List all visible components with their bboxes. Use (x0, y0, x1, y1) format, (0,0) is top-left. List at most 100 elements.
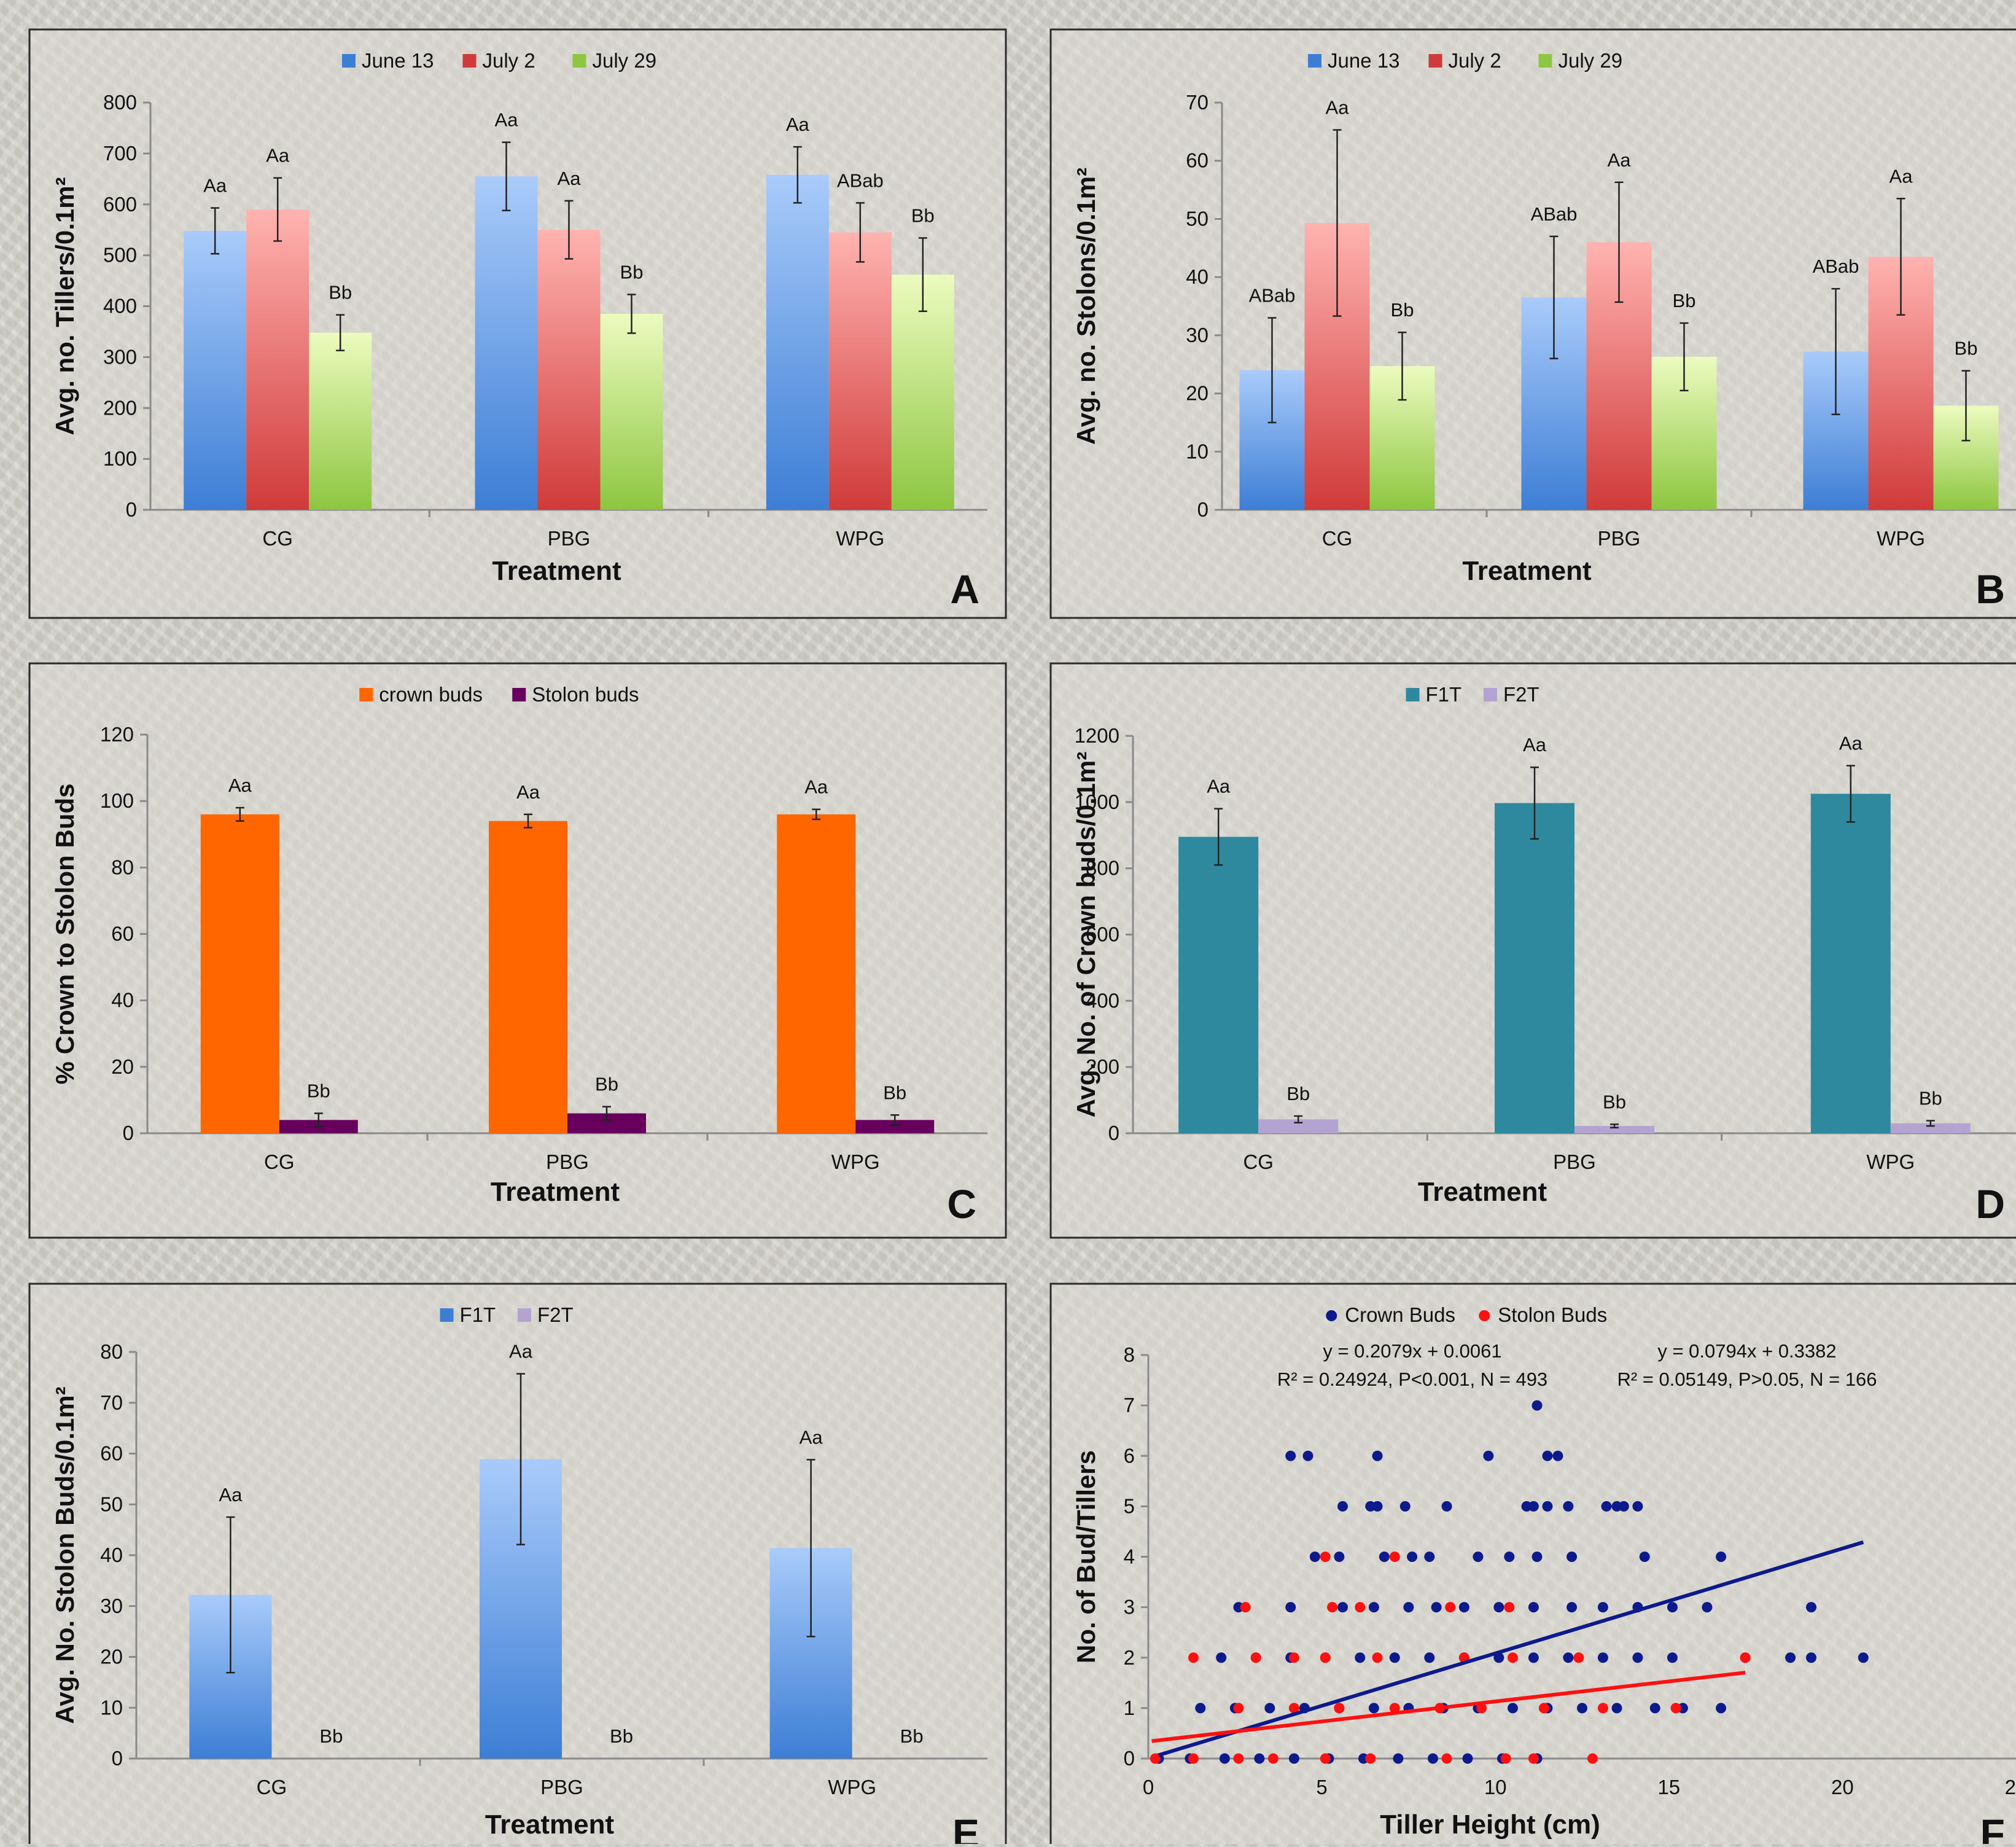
significance-label: Aa (495, 109, 519, 131)
scatter-point (1716, 1703, 1727, 1714)
scatter-point (1597, 1652, 1608, 1663)
y-tick-label: 60 (111, 923, 134, 945)
y-tick-label: 800 (1086, 857, 1119, 880)
legend-swatch (1479, 1310, 1490, 1321)
y-tick-label: 0 (1197, 498, 1208, 521)
bar (309, 332, 372, 510)
scatter-point (1216, 1652, 1227, 1663)
bar (1890, 1123, 1971, 1133)
scatter-point (1587, 1753, 1598, 1764)
legend: June 13 July 2 July 29 (342, 49, 656, 72)
significance-label: ABab (1249, 284, 1296, 306)
panel-letter: C (947, 1181, 976, 1227)
scatter-point (1424, 1552, 1435, 1562)
scatter-point (1285, 1602, 1296, 1613)
scatter-point (1424, 1652, 1435, 1663)
series-stolon (1150, 1552, 1751, 1764)
scatter-point (1320, 1753, 1331, 1764)
significance-label: Bb (595, 1074, 618, 1095)
scatter-point (1649, 1703, 1660, 1714)
scatter-point (1368, 1602, 1379, 1613)
y-tick-label: 5 (1124, 1494, 1135, 1517)
y-tick-label: 7 (1124, 1394, 1135, 1416)
y-tick-label: 800 (103, 91, 137, 114)
scatter-point (1504, 1552, 1515, 1562)
y-tick-label: 400 (103, 295, 137, 318)
scatter-point (1806, 1652, 1817, 1663)
significance-label: Bb (1919, 1088, 1942, 1109)
scatter-point (1601, 1501, 1612, 1512)
legend: F1T F2T (1406, 683, 1539, 706)
scatter-point (1288, 1753, 1299, 1764)
significance-label: ABab (1813, 256, 1859, 277)
significance-label: Bb (900, 1725, 924, 1747)
y-tick-label: 600 (1086, 923, 1119, 946)
panel-letter: A (950, 566, 979, 612)
scatter-point (1264, 1703, 1275, 1714)
legend-entry: Stolon Buds (1498, 1303, 1607, 1326)
bar (1178, 837, 1259, 1133)
x-tick-label: 5 (1316, 1776, 1327, 1798)
legend-swatch (518, 1308, 531, 1322)
scatter-point (1399, 1501, 1411, 1512)
x-tick-label: 20 (1831, 1776, 1854, 1798)
bar (1258, 1119, 1339, 1133)
scatter-point (1355, 1652, 1366, 1663)
significance-label: Aa (786, 114, 810, 135)
scatter-point (1285, 1450, 1296, 1461)
legend-entry: Stolon buds (532, 683, 639, 706)
significance-label: Bb (911, 205, 935, 226)
trend-stats: R² = 0.05149, P>0.05, N = 166 (1617, 1369, 1877, 1390)
y-tick-label: 70 (100, 1391, 123, 1414)
y-tick-label: 300 (103, 345, 137, 368)
y-tick-label: 120 (100, 723, 134, 746)
y-tick-label: 30 (1186, 324, 1208, 346)
y-axis-label: Avg. No. Stolon Buds/0.1m² (50, 1386, 79, 1724)
scatter-point (1566, 1552, 1578, 1562)
scatter-point (1483, 1450, 1494, 1461)
scatter-point (1473, 1552, 1484, 1562)
significance-label: Aa (558, 168, 582, 189)
scatter-point (1577, 1703, 1587, 1714)
legend-entry: June 13 (1328, 49, 1399, 72)
x-tick-label: 15 (1657, 1776, 1680, 1798)
scatter-point (1573, 1652, 1584, 1663)
y-axis-label: No. of Bud/Tillers (1072, 1450, 1100, 1663)
scatter-point (1393, 1753, 1404, 1764)
scatter-point (1632, 1652, 1643, 1663)
significance-label: Aa (1839, 733, 1863, 754)
y-axis-label: Avg. no. Tillers/0.1m² (50, 177, 79, 435)
y-tick-label: 20 (111, 1055, 134, 1078)
scatter-point (1538, 1703, 1549, 1714)
legend-entry: Crown Buds (1345, 1303, 1455, 1326)
trend-stats: R² = 0.24924, P<0.001, N = 493 (1277, 1369, 1547, 1390)
panel-letter: E (952, 1811, 979, 1844)
scatter-point (1267, 1753, 1278, 1764)
panel-A: 0 100 200 300 400 500 600 700 800 Avg. no. Tiller… (28, 28, 1007, 619)
scatter-point (1552, 1450, 1563, 1461)
y-tick-label: 100 (100, 789, 134, 812)
scatter-point (1309, 1552, 1320, 1562)
scatter-point (1597, 1602, 1608, 1613)
y-tick-label: 50 (1186, 207, 1208, 230)
scatter-point (1219, 1753, 1230, 1764)
scatter-point (1740, 1652, 1751, 1663)
legend-swatch (440, 1308, 454, 1322)
scatter-point (1195, 1703, 1206, 1714)
trend-equation: y = 0.0794x + 0.3382 (1657, 1340, 1836, 1362)
x-axis-title: Treatment (491, 1177, 620, 1207)
y-tick-label: 400 (1086, 989, 1119, 1012)
scatter-point (1806, 1602, 1817, 1613)
scatter-point (1500, 1753, 1511, 1764)
x-axis-title: Treatment (492, 556, 621, 586)
y-tick-label: 2 (1124, 1646, 1135, 1669)
scatter-point (1716, 1552, 1727, 1562)
x-tick-label: WPG (831, 1150, 880, 1173)
scatter-point (1542, 1450, 1553, 1461)
y-tick-label: 40 (100, 1544, 123, 1566)
significance-label: Aa (203, 175, 227, 197)
legend-entry: July 29 (593, 49, 657, 72)
scatter-point (1462, 1753, 1473, 1764)
scatter-point (1233, 1753, 1244, 1764)
scatter-point (1188, 1652, 1199, 1663)
